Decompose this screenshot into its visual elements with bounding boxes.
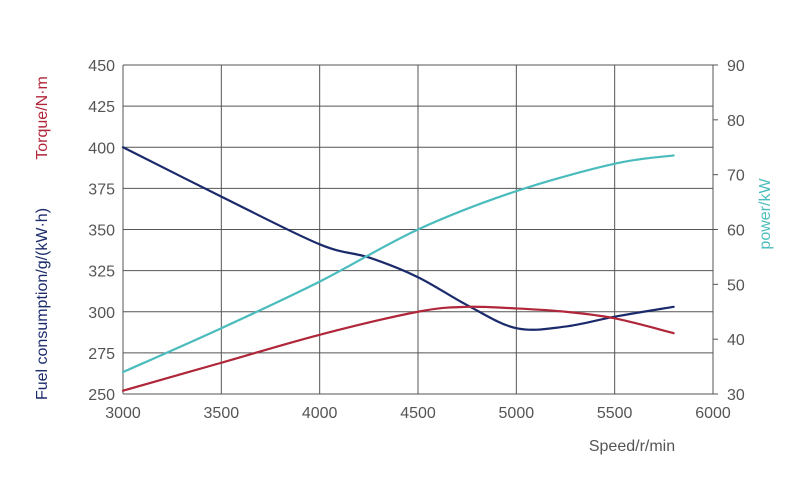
right-y-tick-label: 50: [727, 277, 745, 294]
x-tick-label: 5500: [597, 405, 633, 422]
right-y-tick-label: 40: [727, 332, 745, 349]
fuel-consumption-axis-label: Fuel consumption/g/(kW·h): [34, 208, 51, 400]
left-y-tick-label: 325: [88, 264, 115, 281]
left-y-tick-label: 425: [88, 99, 115, 116]
right-y-tick-label: 30: [727, 387, 745, 404]
x-tick-label: 3500: [204, 405, 240, 422]
torque-axis-label: Torque/N·m: [34, 76, 51, 160]
left-y-tick-label: 400: [88, 140, 115, 157]
x-tick-label: 3000: [105, 405, 141, 422]
power-line: [121, 154, 675, 374]
right-y-tick-label: 80: [727, 113, 745, 130]
x-tick-label: 6000: [695, 405, 731, 422]
x-tick-label: 4000: [302, 405, 338, 422]
right-y-tick-label: 90: [727, 58, 745, 75]
left-y-tick-label: 250: [88, 387, 115, 404]
left-y-tick-label: 450: [88, 58, 115, 75]
left-y-tick-label: 375: [88, 181, 115, 198]
left-y-tick-label: 350: [88, 223, 115, 240]
grid: [122, 64, 718, 395]
x-axis-label: Speed/r/min: [589, 438, 675, 455]
right-y-tick-label: 70: [727, 168, 745, 185]
x-tick-label: 4500: [400, 405, 436, 422]
right-y-tick-label: 60: [727, 223, 745, 240]
axis-labels: Speed/r/min Torque/N·m Fuel consumption/…: [34, 76, 774, 455]
torque-line: [121, 305, 675, 392]
series-lines: [121, 146, 675, 392]
x-tick-label: 5000: [499, 405, 535, 422]
left-y-tick-label: 275: [88, 346, 115, 363]
fuel-consumption-line: [121, 146, 675, 331]
tick-labels: 3000 3500 4000 4500 5000 5500 6000 250 275 300 325…: [88, 58, 745, 422]
left-y-tick-label: 300: [88, 305, 115, 322]
power-axis-label: power/kW: [757, 178, 774, 250]
